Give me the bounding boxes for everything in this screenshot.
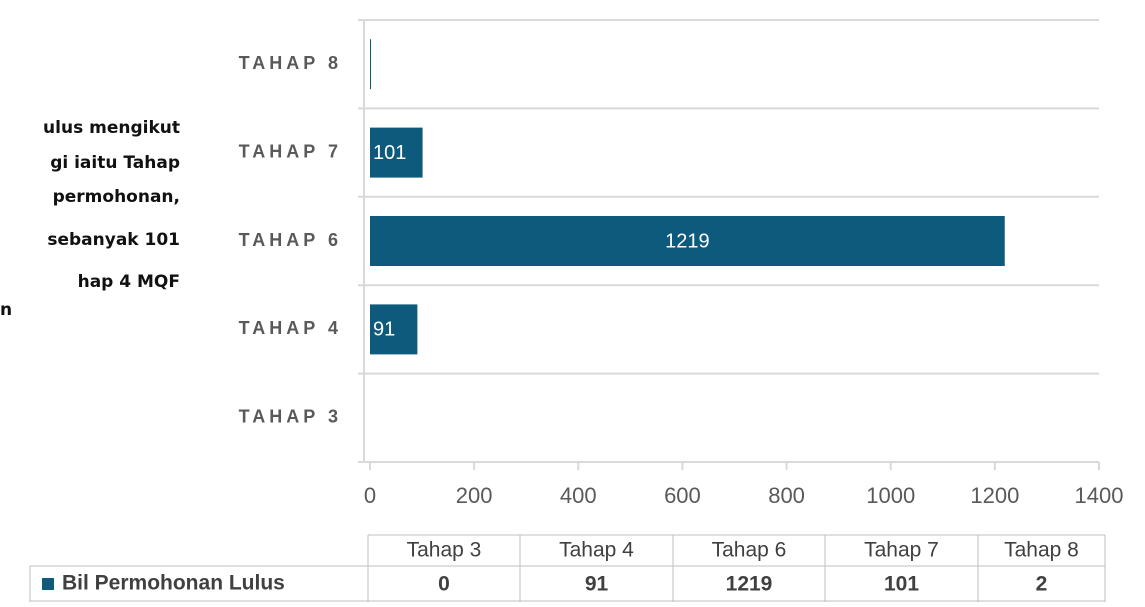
paragraph-line: gi iaitu Tahap (50, 153, 180, 173)
x-tick-label: 800 (768, 483, 805, 508)
paragraph-line: ulus mengikut (43, 118, 180, 138)
value-label: 101 (373, 142, 406, 164)
y-tick-label: TAHAP 6 (239, 230, 342, 250)
table-value: 1219 (726, 573, 773, 596)
bar (370, 39, 372, 90)
x-tick-label: 0 (364, 483, 376, 508)
bar (370, 127, 423, 178)
bar (370, 304, 418, 355)
value-label: 91 (373, 319, 395, 341)
table-header: Tahap 3 (407, 539, 482, 562)
table-header: Tahap 4 (559, 539, 634, 562)
legend-label: Bil Permohonan Lulus (62, 572, 285, 595)
value-label: 0 (373, 407, 384, 429)
table-value: 91 (585, 573, 609, 596)
paragraph-line: sebanyak 101 (47, 230, 180, 250)
legend-swatch (42, 578, 54, 590)
bar (370, 216, 1005, 266)
y-tick-label: TAHAP 4 (239, 318, 342, 338)
y-tick-label: TAHAP 8 (239, 53, 342, 73)
y-tick-label: TAHAP 3 (239, 407, 342, 427)
table-value: 101 (884, 573, 919, 596)
table-value: 0 (438, 573, 450, 596)
x-tick-label: 600 (664, 483, 701, 508)
value-label: 1219 (665, 230, 710, 252)
table-value: 2 (1036, 573, 1048, 596)
table-header: Tahap 8 (1004, 539, 1079, 562)
y-tick-label: TAHAP 7 (239, 141, 342, 161)
x-tick-label: 1000 (866, 483, 915, 508)
paragraph-line: n (0, 300, 12, 320)
x-tick-label: 1400 (1075, 483, 1124, 508)
x-tick-label: 400 (560, 483, 597, 508)
paragraph-line: permohonan, (53, 187, 180, 207)
paragraph-line: hap 4 MQF (78, 272, 180, 292)
value-label: 2 (373, 53, 384, 75)
x-tick-label: 1200 (970, 483, 1019, 508)
x-tick-label: 200 (456, 483, 493, 508)
table-header: Tahap 7 (864, 539, 939, 562)
table-header: Tahap 6 (712, 539, 787, 562)
